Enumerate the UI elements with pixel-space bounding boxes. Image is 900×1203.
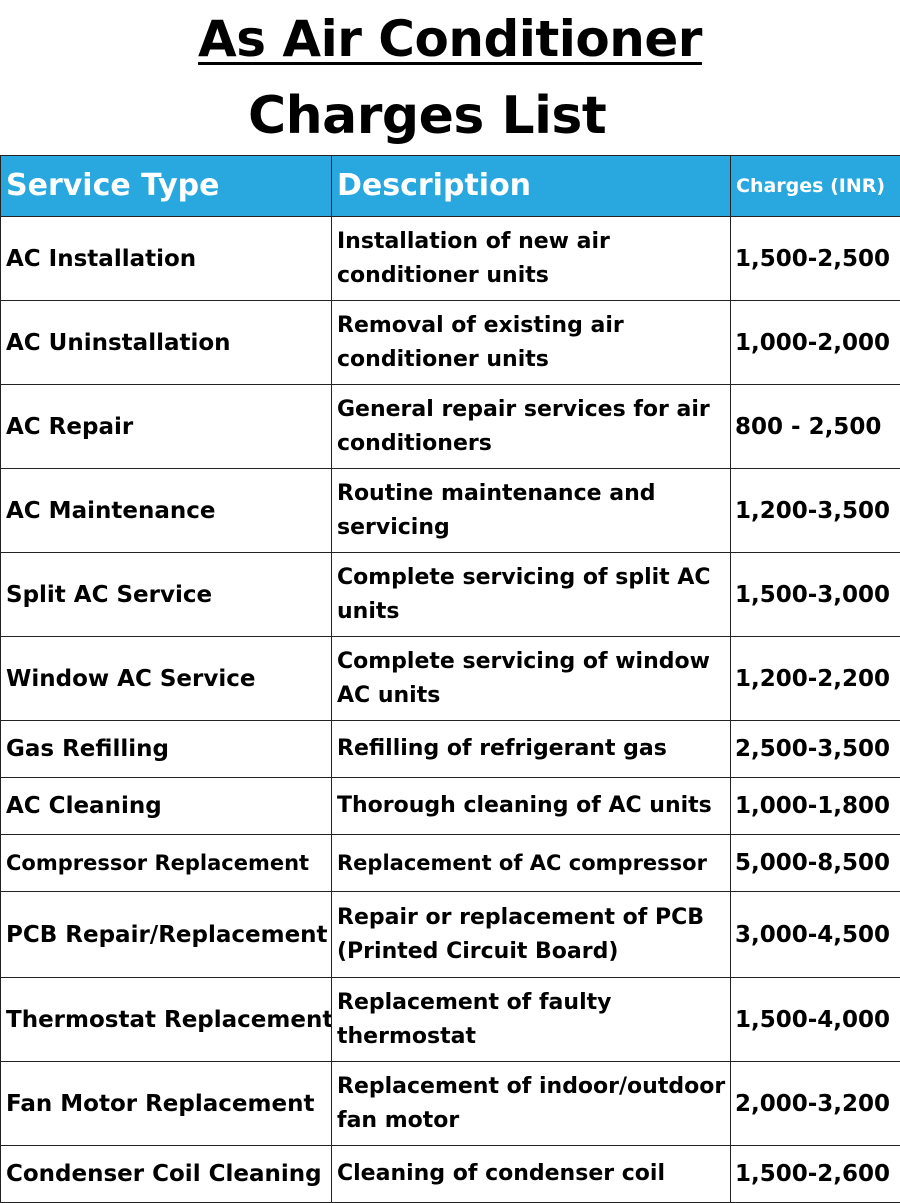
description-cell: Thorough cleaning of AC units [332, 778, 731, 835]
table-row: Condenser Coil Cleaning Cleaning of cond… [1, 1146, 900, 1203]
description-cell: Installation of new air conditioner unit… [332, 217, 731, 301]
charges-cell: 1,500-4,000 [731, 978, 900, 1062]
charges-cell: 800 - 2,500 [731, 385, 900, 469]
table-row: AC Maintenance Routine maintenance and s… [1, 469, 900, 553]
table-row: AC Uninstallation Removal of existing ai… [1, 301, 900, 385]
description-cell: Complete servicing of split AC units [332, 553, 731, 637]
table-row: AC Installation Installation of new air … [1, 217, 900, 301]
charges-cell: 1,200-3,500 [731, 469, 900, 553]
service-type-cell: Compressor Replacement [1, 835, 332, 892]
table-row: AC Cleaning Thorough cleaning of AC unit… [1, 778, 900, 835]
charges-cell: 1,200-2,200 [731, 637, 900, 721]
service-type-cell: PCB Repair/Replacement [1, 892, 332, 978]
description-cell: Complete servicing of window AC units [332, 637, 731, 721]
charges-cell: 1,500-2,600 [731, 1146, 900, 1203]
title-block: As Air Conditioner Charges List [0, 0, 900, 155]
header-description: Description [332, 156, 731, 217]
table-row: AC Repair General repair services for ai… [1, 385, 900, 469]
table-row: Compressor Replacement Replacement of AC… [1, 835, 900, 892]
charges-cell: 1,000-1,800 [731, 778, 900, 835]
charges-cell: 5,000-8,500 [731, 835, 900, 892]
table-row: Split AC Service Complete servicing of s… [1, 553, 900, 637]
description-cell: Routine maintenance and servicing [332, 469, 731, 553]
charges-table: Service Type Description Charges (INR) A… [0, 155, 900, 1203]
description-cell: Replacement of faulty thermostat [332, 978, 731, 1062]
service-type-cell: Gas Refilling [1, 721, 332, 778]
description-cell: Cleaning of condenser coil [332, 1146, 731, 1203]
description-cell: Replacement of AC compressor [332, 835, 731, 892]
service-type-cell: Fan Motor Replacement [1, 1062, 332, 1146]
service-type-cell: AC Uninstallation [1, 301, 332, 385]
table-row: Fan Motor Replacement Replacement of ind… [1, 1062, 900, 1146]
charges-cell: 2,000-3,200 [731, 1062, 900, 1146]
description-cell: Replacement of indoor/outdoor fan motor [332, 1062, 731, 1146]
description-cell: Refilling of refrigerant gas [332, 721, 731, 778]
table-header-row: Service Type Description Charges (INR) [1, 156, 900, 217]
service-type-cell: Window AC Service [1, 637, 332, 721]
charges-cell: 1,500-3,000 [731, 553, 900, 637]
table-row: PCB Repair/Replacement Repair or replace… [1, 892, 900, 978]
service-type-cell: Split AC Service [1, 553, 332, 637]
page-subtitle: Charges List [248, 84, 606, 148]
service-type-cell: AC Maintenance [1, 469, 332, 553]
service-type-cell: AC Installation [1, 217, 332, 301]
description-cell: Removal of existing air conditioner unit… [332, 301, 731, 385]
table-row: Thermostat Replacement Replacement of fa… [1, 978, 900, 1062]
service-type-cell: Thermostat Replacement [1, 978, 332, 1062]
description-cell: General repair services for air conditio… [332, 385, 731, 469]
table-row: Gas Refilling Refilling of refrigerant g… [1, 721, 900, 778]
table-row: Window AC Service Complete servicing of … [1, 637, 900, 721]
charges-cell: 3,000-4,500 [731, 892, 900, 978]
charges-cell: 2,500-3,500 [731, 721, 900, 778]
description-cell: Repair or replacement of PCB (Printed Ci… [332, 892, 731, 978]
page-title: As Air Conditioner [0, 8, 900, 70]
header-service-type: Service Type [1, 156, 332, 217]
charges-cell: 1,500-2,500 [731, 217, 900, 301]
service-type-cell: AC Repair [1, 385, 332, 469]
header-charges: Charges (INR) [731, 156, 900, 217]
service-type-cell: Condenser Coil Cleaning [1, 1146, 332, 1203]
charges-cell: 1,000-2,000 [731, 301, 900, 385]
service-type-cell: AC Cleaning [1, 778, 332, 835]
